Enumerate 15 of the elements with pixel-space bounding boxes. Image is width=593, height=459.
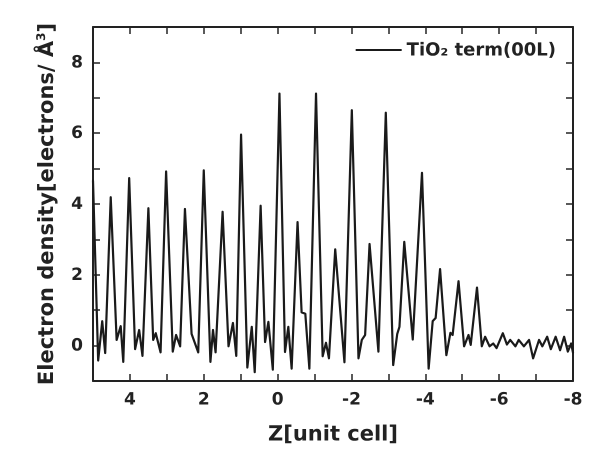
x-axis-title: Z[unit cell] [268,422,398,446]
y-tick-label: 8 [71,52,83,72]
y-tick-label: 4 [71,194,84,214]
x-tick-label: 0 [272,390,284,410]
y-axis-title: Electron density[electrons/ Å3] [33,22,58,386]
x-tick-label: -4 [416,390,435,410]
x-tick-label: 4 [124,390,136,410]
legend-label: TiO₂ term(00L) [406,40,556,60]
x-tick-label: 2 [198,390,210,410]
x-tick-label: -2 [342,390,361,410]
y-tick-label: 2 [71,264,83,285]
y-tick-label: 0 [71,336,84,356]
x-tick-label: -6 [490,390,509,410]
y-tick-label: 6 [71,123,83,144]
x-tick-label: -8 [564,390,582,410]
